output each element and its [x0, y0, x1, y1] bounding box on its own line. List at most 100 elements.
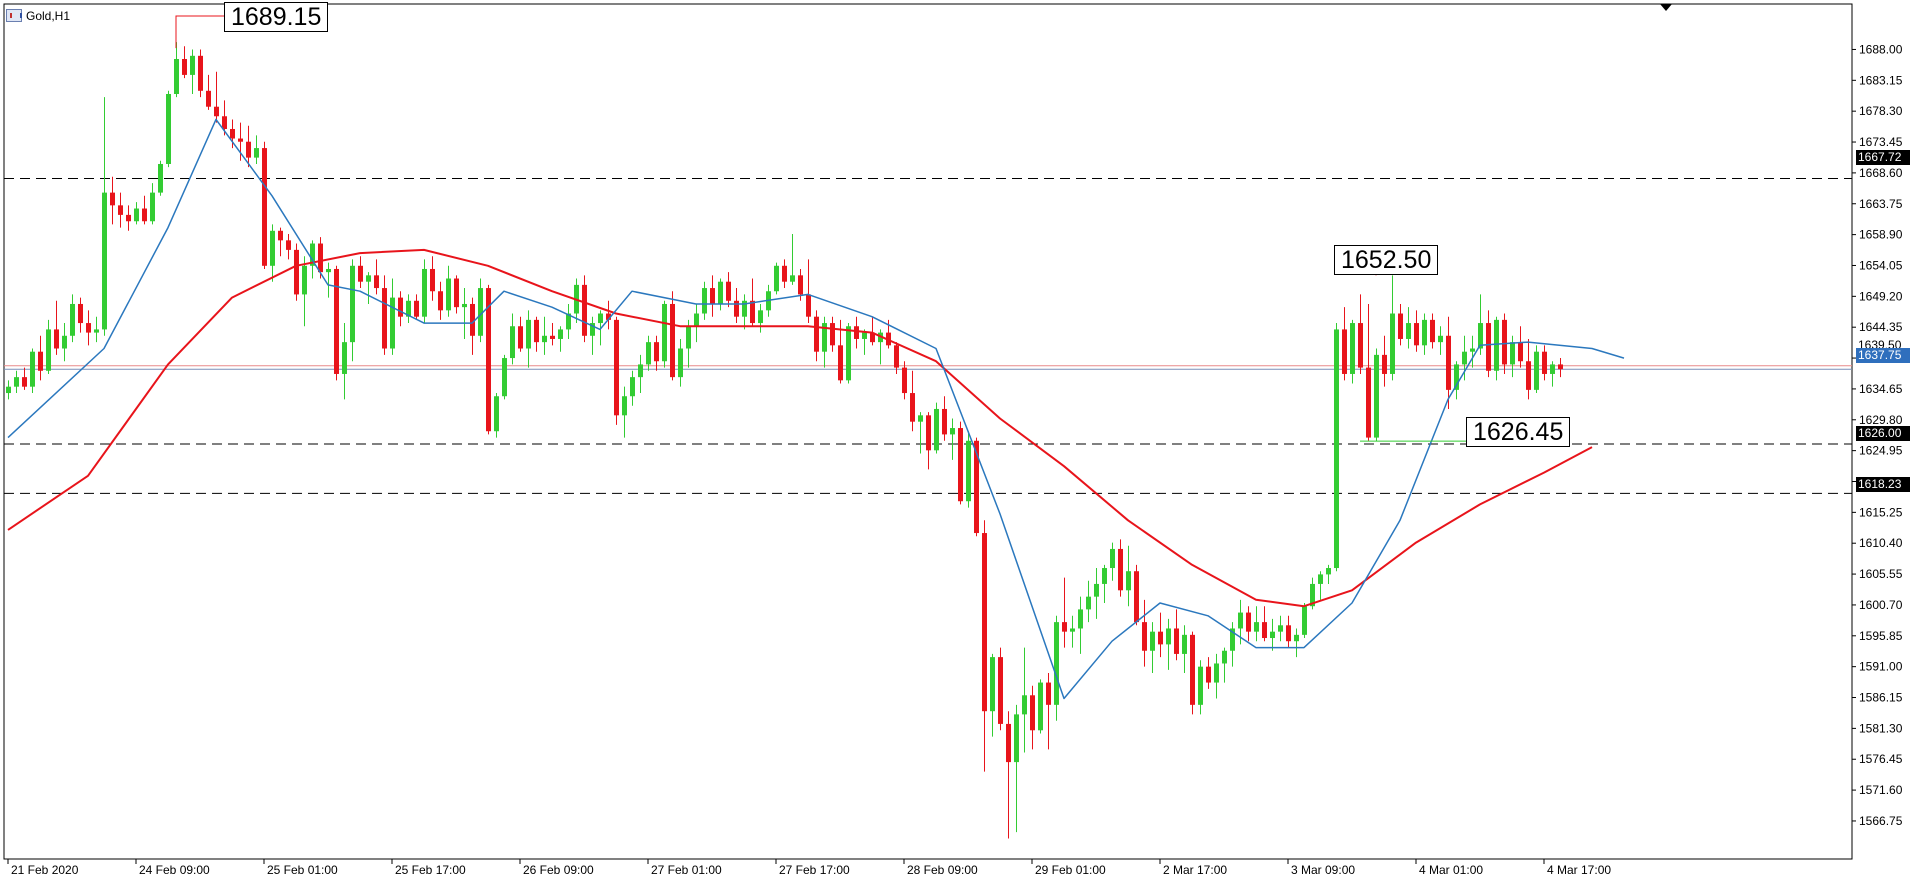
candle [950, 418, 955, 460]
candle-body [822, 323, 827, 352]
candle-body [94, 329, 99, 333]
candle-body [1182, 634, 1187, 654]
candle-body [310, 243, 315, 266]
candle [350, 259, 355, 362]
candle-body [702, 288, 707, 314]
candle [1094, 568, 1099, 619]
candle [198, 49, 203, 98]
candle [526, 310, 531, 368]
candle-body [750, 300, 755, 324]
chart-shift-arrow-icon[interactable] [1660, 4, 1672, 11]
candle-body [78, 303, 83, 324]
candle-body [526, 319, 531, 349]
y-tick-label: 1668.60 [1859, 166, 1903, 180]
price-tag-line-1: 1667.72 [1856, 150, 1910, 165]
candle-body [1278, 625, 1283, 632]
candle [902, 361, 907, 400]
time-axis: 21 Feb 2020 24 Feb 09:00 25 Feb 01:00 25 Fe… [7, 859, 1611, 877]
candle-body [918, 415, 923, 422]
candle [1190, 631, 1195, 715]
candle-body [1046, 682, 1051, 705]
candle-body [638, 364, 643, 378]
candle-body [758, 310, 763, 324]
candle [814, 310, 819, 362]
candle-body [406, 300, 411, 317]
y-tick-label: 1615.25 [1859, 505, 1903, 519]
candle-body [1030, 695, 1035, 731]
candle [1014, 704, 1019, 833]
candle-body [894, 345, 899, 368]
candle [1414, 310, 1419, 352]
candle-body [654, 342, 659, 362]
candle [1438, 326, 1443, 355]
candle [326, 262, 331, 298]
candle [158, 160, 163, 196]
candle [438, 281, 443, 320]
candle-body [302, 265, 307, 295]
candle-body [1142, 622, 1147, 651]
candle [390, 278, 395, 355]
y-tick-label: 1566.75 [1859, 814, 1903, 828]
y-tick-label: 1663.75 [1859, 197, 1903, 211]
candle-body [646, 342, 651, 365]
candle [582, 275, 587, 343]
candle [1494, 316, 1499, 381]
candle [822, 316, 827, 368]
candle-body [1206, 666, 1211, 683]
candle [446, 265, 451, 317]
candle-body [14, 377, 19, 387]
y-tick-label: 1644.35 [1859, 320, 1903, 334]
candle [1078, 596, 1083, 654]
candle [558, 326, 563, 352]
candle-body [374, 275, 379, 289]
candle [1102, 564, 1107, 604]
candle-body [1350, 323, 1355, 374]
candle [230, 119, 235, 149]
y-tick-label: 1634.65 [1859, 382, 1903, 396]
candle-body [542, 335, 547, 343]
candle-body [1422, 319, 1427, 346]
candle [494, 393, 499, 438]
candle-body [806, 294, 811, 317]
candle-body [926, 415, 931, 451]
symbol-icon[interactable] [6, 9, 22, 22]
candle [1070, 615, 1075, 648]
candle [382, 275, 387, 355]
candle [22, 367, 27, 390]
candle [134, 202, 139, 225]
candle-body [134, 208, 139, 222]
candle [1382, 335, 1387, 387]
candle [958, 421, 963, 505]
candle-body [1398, 313, 1403, 339]
candle-body [1174, 628, 1179, 654]
candle [782, 259, 787, 289]
x-tick-label: 27 Feb 17:00 [779, 863, 850, 877]
candle-body [1558, 364, 1563, 370]
candle [342, 323, 347, 400]
candle [1030, 685, 1035, 750]
candle-body [1286, 625, 1291, 642]
candle-body [1102, 568, 1107, 584]
candle-body [366, 275, 371, 282]
price-tag-line-2: 1626.00 [1856, 426, 1910, 441]
candle-body [470, 303, 475, 336]
candle [1286, 615, 1291, 648]
candle-body [158, 163, 163, 193]
candle [1054, 615, 1059, 721]
x-tick-label: 21 Feb 2020 [11, 863, 79, 877]
candle-body [430, 268, 435, 292]
candle-body [958, 428, 963, 502]
candle [702, 281, 707, 320]
candle [806, 259, 811, 324]
candle-body [398, 297, 403, 317]
candle-body [606, 313, 611, 320]
price-tag-current: 1637.75 [1856, 348, 1910, 363]
candle-body [1382, 354, 1387, 374]
candle-body [518, 326, 523, 349]
x-tick-label: 28 Feb 09:00 [907, 863, 978, 877]
fast-moving-average-line [7, 118, 1625, 700]
candle [1350, 319, 1355, 384]
candle-body [734, 300, 739, 317]
